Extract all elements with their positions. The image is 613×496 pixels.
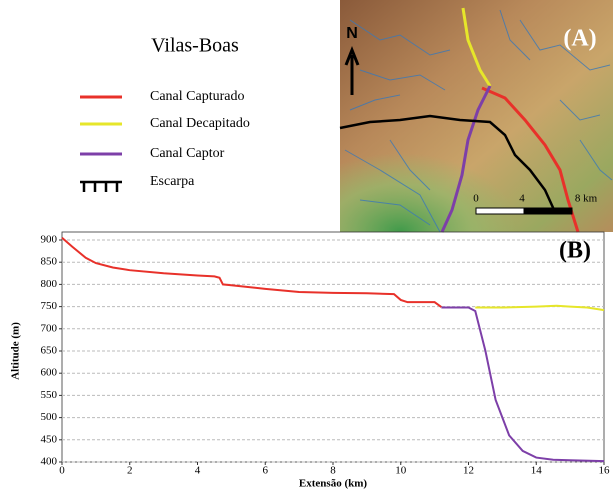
legend-label: Escarpa bbox=[150, 174, 195, 189]
line-series bbox=[441, 307, 604, 461]
panel-label: (B) bbox=[559, 238, 591, 264]
x-tick-label: 8 bbox=[330, 465, 336, 477]
legend: Canal Capturado Canal Decapitado Canal C… bbox=[80, 89, 250, 192]
figure-title: Vilas-Boas bbox=[151, 35, 239, 57]
y-tick-label: 600 bbox=[41, 367, 58, 379]
legend-label: Canal Decapitado bbox=[150, 116, 250, 131]
chart: 400 450 500 550 600 650 700 750 800 850 900 0 2 4 6 8 10… bbox=[10, 232, 610, 490]
x-tick-label: 16 bbox=[599, 465, 611, 477]
y-tick-label: 650 bbox=[41, 345, 58, 357]
figure: Vilas-Boas N (A) 0 4 8 km Canal Captu bbox=[0, 0, 613, 496]
y-tick-label: 450 bbox=[41, 433, 58, 445]
y-tick-label: 800 bbox=[41, 278, 58, 290]
x-tick-label: 10 bbox=[395, 465, 407, 477]
x-tick-label: 4 bbox=[195, 465, 201, 477]
x-tick-label: 2 bbox=[127, 465, 133, 477]
x-axis-title: Extensão (km) bbox=[299, 478, 367, 490]
y-tick-label: 550 bbox=[41, 389, 58, 401]
x-tick-label: 0 bbox=[59, 465, 65, 477]
y-axis-title: Altitude (m) bbox=[10, 322, 22, 380]
scale-label: 8 km bbox=[575, 193, 598, 205]
x-tick-label: 6 bbox=[263, 465, 269, 477]
y-tick-label: 500 bbox=[41, 411, 58, 423]
legend-label: Canal Capturado bbox=[150, 89, 244, 104]
y-tick-label: 900 bbox=[41, 234, 58, 246]
y-tick-label: 400 bbox=[41, 456, 58, 468]
line-series bbox=[62, 238, 441, 307]
x-tick-label: 12 bbox=[463, 465, 474, 477]
plot-frame bbox=[62, 232, 604, 462]
map: N (A) 0 4 8 km bbox=[340, 0, 613, 232]
y-tick-label: 750 bbox=[41, 300, 58, 312]
y-tick-label: 700 bbox=[41, 322, 58, 334]
y-tick-label: 850 bbox=[41, 256, 58, 268]
scale-bar bbox=[524, 208, 572, 214]
scale-label: 0 bbox=[473, 193, 479, 205]
legend-label: Canal Captor bbox=[150, 146, 225, 161]
x-tick-label: 14 bbox=[531, 465, 543, 477]
scale-label: 4 bbox=[519, 193, 525, 205]
page: Vilas-Boas N (A) 0 4 8 km Canal Captu bbox=[0, 0, 613, 496]
legend-swatch bbox=[80, 182, 122, 192]
panel-label: (A) bbox=[563, 26, 596, 52]
scale-bar bbox=[476, 208, 524, 214]
north-label: N bbox=[346, 25, 358, 42]
